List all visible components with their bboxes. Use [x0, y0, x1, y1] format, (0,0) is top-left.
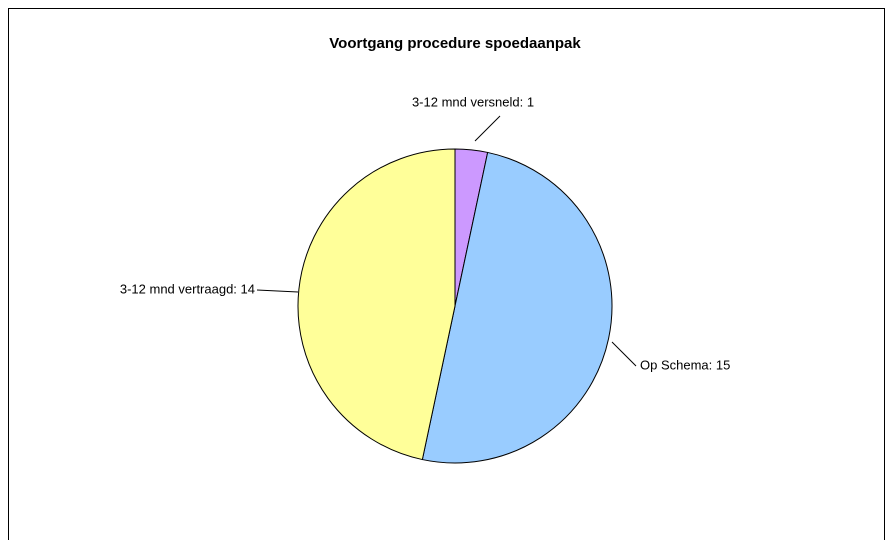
data-label: 3-12 mnd versneld: 1	[412, 94, 534, 109]
data-label: Op Schema: 15	[640, 357, 730, 372]
chart-title: Voortgang procedure spoedaanpak	[329, 35, 581, 52]
pie-slice	[297, 148, 456, 461]
data-label: 3-12 mnd vertraagd: 14	[120, 281, 255, 296]
leader-line	[256, 289, 299, 293]
leader-line	[611, 341, 637, 367]
pie-slice	[421, 151, 613, 464]
leader-line	[474, 115, 501, 142]
